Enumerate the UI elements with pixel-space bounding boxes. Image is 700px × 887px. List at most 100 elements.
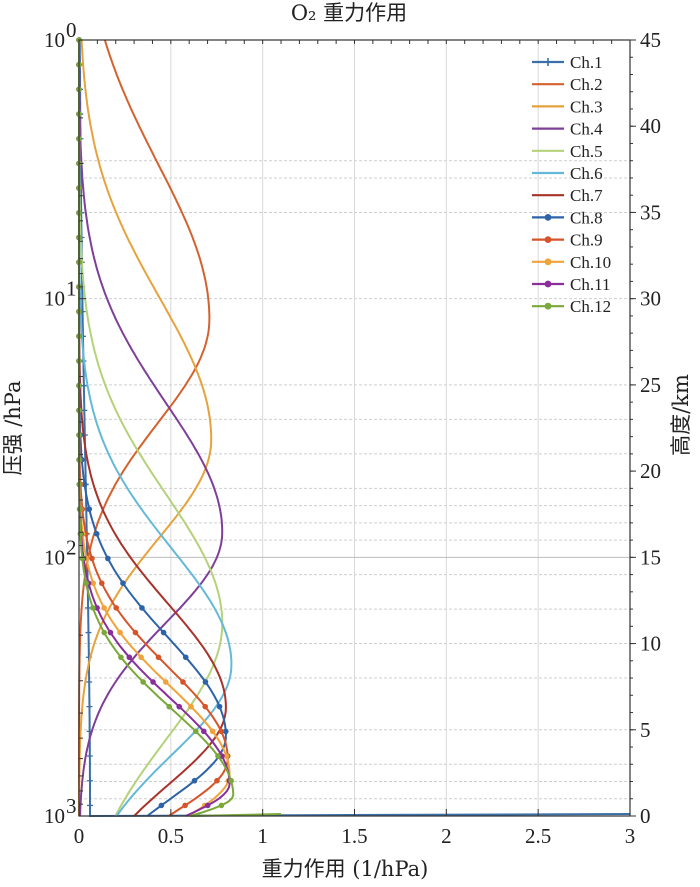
series-marker [81,481,88,488]
series-marker [118,654,124,661]
y-tick-exponent: 3 [66,794,77,818]
series-marker [89,555,95,562]
y-tick-label: 10 [44,287,65,311]
series-marker [222,728,229,735]
chart-title: O₂ 重力作用 [291,1,407,25]
series-marker [182,654,189,661]
series-marker [83,580,89,586]
y-tick-label: 10 [44,804,65,828]
series-marker [126,654,133,661]
series-marker [155,654,162,661]
series-line-Ch.3 [78,39,213,816]
series-marker [228,777,234,784]
y2-tick-label: 0 [640,804,651,828]
legend-label: Ch.7 [570,186,603,205]
series-marker [162,679,169,685]
y-axis-title: 压强 /hPa [1,381,25,476]
legend-marker [544,236,552,244]
series-marker [101,629,108,636]
series-marker [150,679,156,685]
series-line-Ch.4 [78,40,224,817]
series-marker [86,703,93,710]
series-marker [202,703,208,710]
series-marker [132,629,139,636]
series-marker [79,555,86,562]
x-tick-label: 2 [441,824,452,848]
x-tick-label: 2.5 [525,824,551,848]
series-marker [192,728,199,735]
series-marker [90,605,96,611]
series-marker [180,679,186,685]
legend-marker [544,258,552,266]
legend-label: Ch.4 [570,120,603,139]
legend-label: Ch.5 [570,142,603,161]
y2-tick-label: 45 [640,28,661,52]
x-axis-title: 重力作用 (1/hPa) [262,857,429,881]
series-marker [218,802,225,809]
legend-marker [544,280,552,288]
series-marker [86,678,93,685]
series-marker [98,580,105,586]
series-marker [176,703,183,710]
series-marker [117,629,123,636]
series-marker [139,605,145,611]
series-marker [90,580,97,586]
legend-marker [544,58,552,66]
legend-label: Ch.1 [570,53,603,72]
series-marker [86,753,93,760]
x-tick-label: 1 [257,824,268,848]
y-tick-exponent: 0 [66,18,77,42]
series-line-Ch.1 [78,40,631,818]
series-marker [215,753,221,759]
grid [79,40,630,816]
series-marker [188,703,194,710]
legend-marker [544,302,552,310]
series-marker [85,629,92,636]
series-marker [140,679,146,685]
series-marker [209,728,216,735]
series-marker [216,703,223,710]
series-marker [214,777,220,784]
y-tick-label: 10 [44,28,65,52]
legend-label: Ch.8 [570,208,603,227]
legend-label: Ch.3 [570,97,603,116]
series-marker [223,753,230,759]
y-tick-label: 10 [44,545,65,569]
series-marker [218,728,224,735]
y2-tick-label: 30 [640,287,661,311]
x-tick-label: 3 [625,824,636,848]
y-tick-exponent: 2 [66,535,77,559]
series-marker [105,555,111,562]
y2-axis-title: 高度/km [669,374,693,456]
series-marker [219,753,225,759]
y2-tick-label: 35 [640,200,661,224]
y2-tick-label: 10 [640,632,661,656]
series-marker [93,531,100,537]
legend-label: Ch.12 [570,297,611,316]
series-marker [87,802,94,809]
y2-tick-label: 15 [640,545,661,569]
series-marker [158,802,165,809]
series-marker [113,605,120,611]
legend-label: Ch.9 [570,231,603,250]
series-marker [138,654,144,661]
series-marker [204,802,211,809]
legend-marker [544,214,552,221]
series-marker [200,728,207,735]
legend-label: Ch.11 [570,275,610,294]
series-marker [107,629,114,636]
series-marker [191,777,198,784]
series-marker [86,506,93,512]
series-marker [182,802,188,809]
series-marker [101,605,107,611]
x-tick-label: 1.5 [341,824,367,848]
series-marker [160,629,167,636]
series-marker [202,679,209,685]
y2-tick-label: 25 [640,373,661,397]
series-marker [94,605,100,611]
legend: Ch.1 Ch.2 Ch.3 Ch.4 Ch.5 Ch.6 Ch.7 Ch.8 Ch.9 Ch.1… [532,53,611,316]
series-marker [85,604,92,611]
legend-label: Ch.6 [570,164,603,183]
